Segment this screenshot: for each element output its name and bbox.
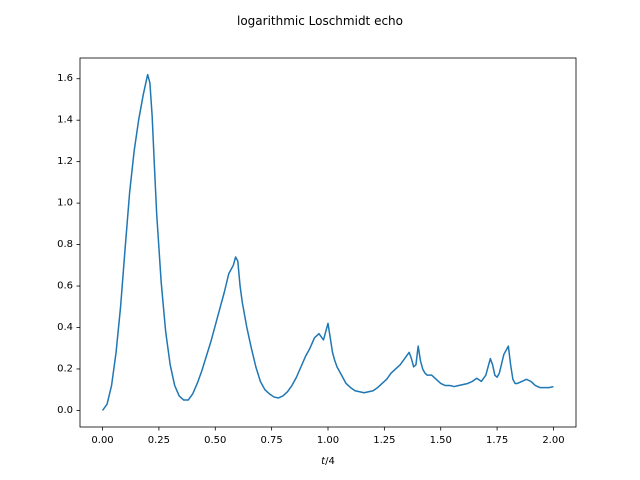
series-line — [101, 73, 554, 411]
x-axis-label-rest: /4 — [325, 456, 335, 467]
x-tick-label: 0.00 — [91, 435, 113, 446]
y-tick-label: 1.2 — [57, 156, 73, 167]
x-tick-label: 0.50 — [204, 435, 226, 446]
y-tick-label: 1.4 — [57, 115, 73, 126]
x-tick-label: 1.00 — [317, 435, 339, 446]
plot-area: 0.00 0.25 0.50 0.75 1.00 1.25 1.50 1.75 2.00 0.0 0… — [57, 57, 577, 446]
y-tick-label: 1.6 — [57, 73, 73, 84]
x-tick-label: 0.25 — [148, 435, 170, 446]
y-tick-label: 0.8 — [57, 239, 73, 250]
y-tick-label: 0.6 — [57, 281, 73, 292]
x-tick-label: 1.50 — [430, 435, 452, 446]
x-axis-label: t/4 — [321, 456, 335, 467]
x-tick-label: 1.25 — [373, 435, 395, 446]
x-tick-label: 1.75 — [486, 435, 508, 446]
y-tick-label: 1.0 — [57, 198, 73, 209]
y-tick-label: 0.0 — [57, 405, 73, 416]
y-tick-label: 0.4 — [57, 322, 73, 333]
x-tick-label: 2.00 — [542, 435, 564, 446]
chart-title: logarithmic Loschmidt echo — [237, 14, 403, 28]
x-tick-label: 0.75 — [261, 435, 283, 446]
y-tick-label: 0.2 — [57, 363, 73, 374]
x-axis-label-variable: t — [321, 456, 326, 467]
